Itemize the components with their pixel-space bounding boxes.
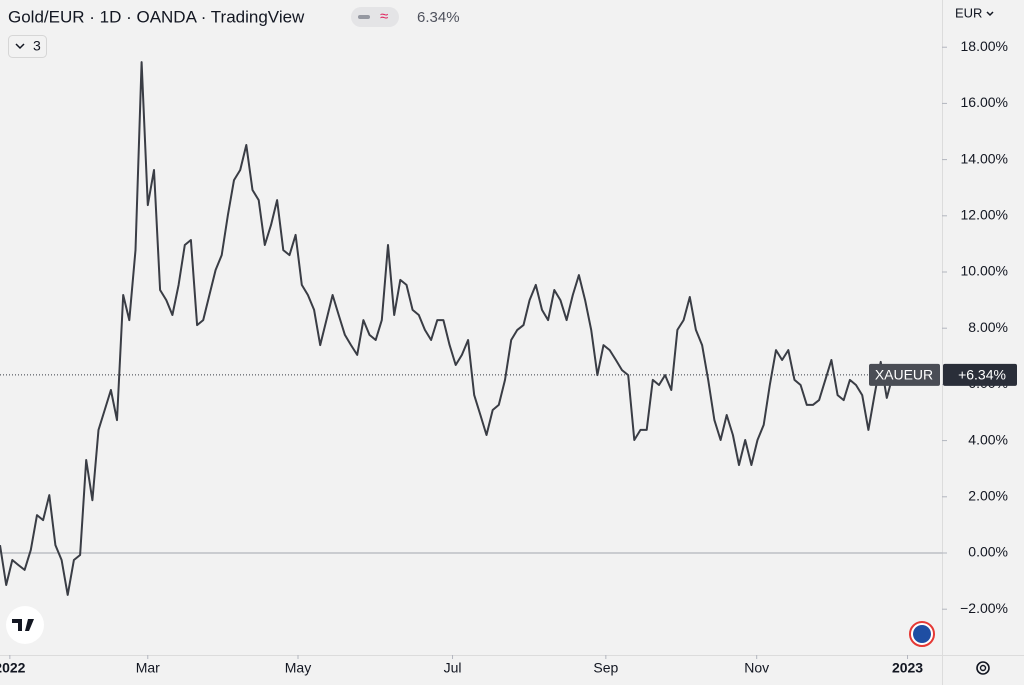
- eu-flag: [913, 625, 931, 643]
- chart-title: Gold/EUR · 1D · OANDA · TradingView: [8, 7, 305, 26]
- logo[interactable]: [6, 606, 44, 644]
- y-tick-label: 16.00%: [961, 94, 1008, 110]
- indicator-count: 3: [33, 38, 41, 54]
- status-icon: [358, 15, 370, 19]
- price-label: +6.34%: [958, 367, 1006, 383]
- x-tick-label: 2023: [892, 660, 923, 676]
- chevron: [986, 11, 994, 17]
- settings-icon: [979, 664, 987, 672]
- y-tick-label: 4.00%: [968, 431, 1008, 447]
- change: 6.34%: [417, 9, 460, 26]
- plot-area: [0, 61, 942, 596]
- settings-icon[interactable]: [976, 661, 990, 675]
- logo-mark: [12, 619, 34, 631]
- y-tick-label: −2.00%: [960, 600, 1008, 616]
- status-icon: ≈: [380, 8, 388, 25]
- x-tick-label: May: [285, 660, 311, 676]
- y-tick-label: 14.00%: [961, 150, 1008, 166]
- x-tick-label: Sep: [593, 660, 618, 676]
- x-tick-label: Jul: [444, 660, 462, 676]
- y-tick-label: 10.00%: [961, 263, 1008, 279]
- x-tick-label: 2022: [0, 660, 26, 676]
- symbol-label: XAUEUR: [875, 367, 933, 383]
- y-tick-label: 8.00%: [968, 319, 1008, 335]
- symbol-label-bg: [869, 363, 940, 386]
- y-tick-label: 0.00%: [968, 544, 1008, 560]
- currency[interactable]: EUR: [955, 5, 982, 20]
- line: [0, 61, 894, 596]
- y-tick-label: 2.00%: [968, 488, 1008, 504]
- x-tick-label: Nov: [744, 660, 769, 676]
- y-tick-label: 12.00%: [961, 207, 1008, 223]
- y-tick-label: 18.00%: [961, 38, 1008, 54]
- price-label-bg: [943, 363, 1017, 386]
- chevron: [15, 43, 25, 50]
- status-pill[interactable]: [351, 7, 399, 27]
- x-tick-label: Mar: [136, 660, 160, 676]
- indicators-toggle[interactable]: [8, 35, 47, 58]
